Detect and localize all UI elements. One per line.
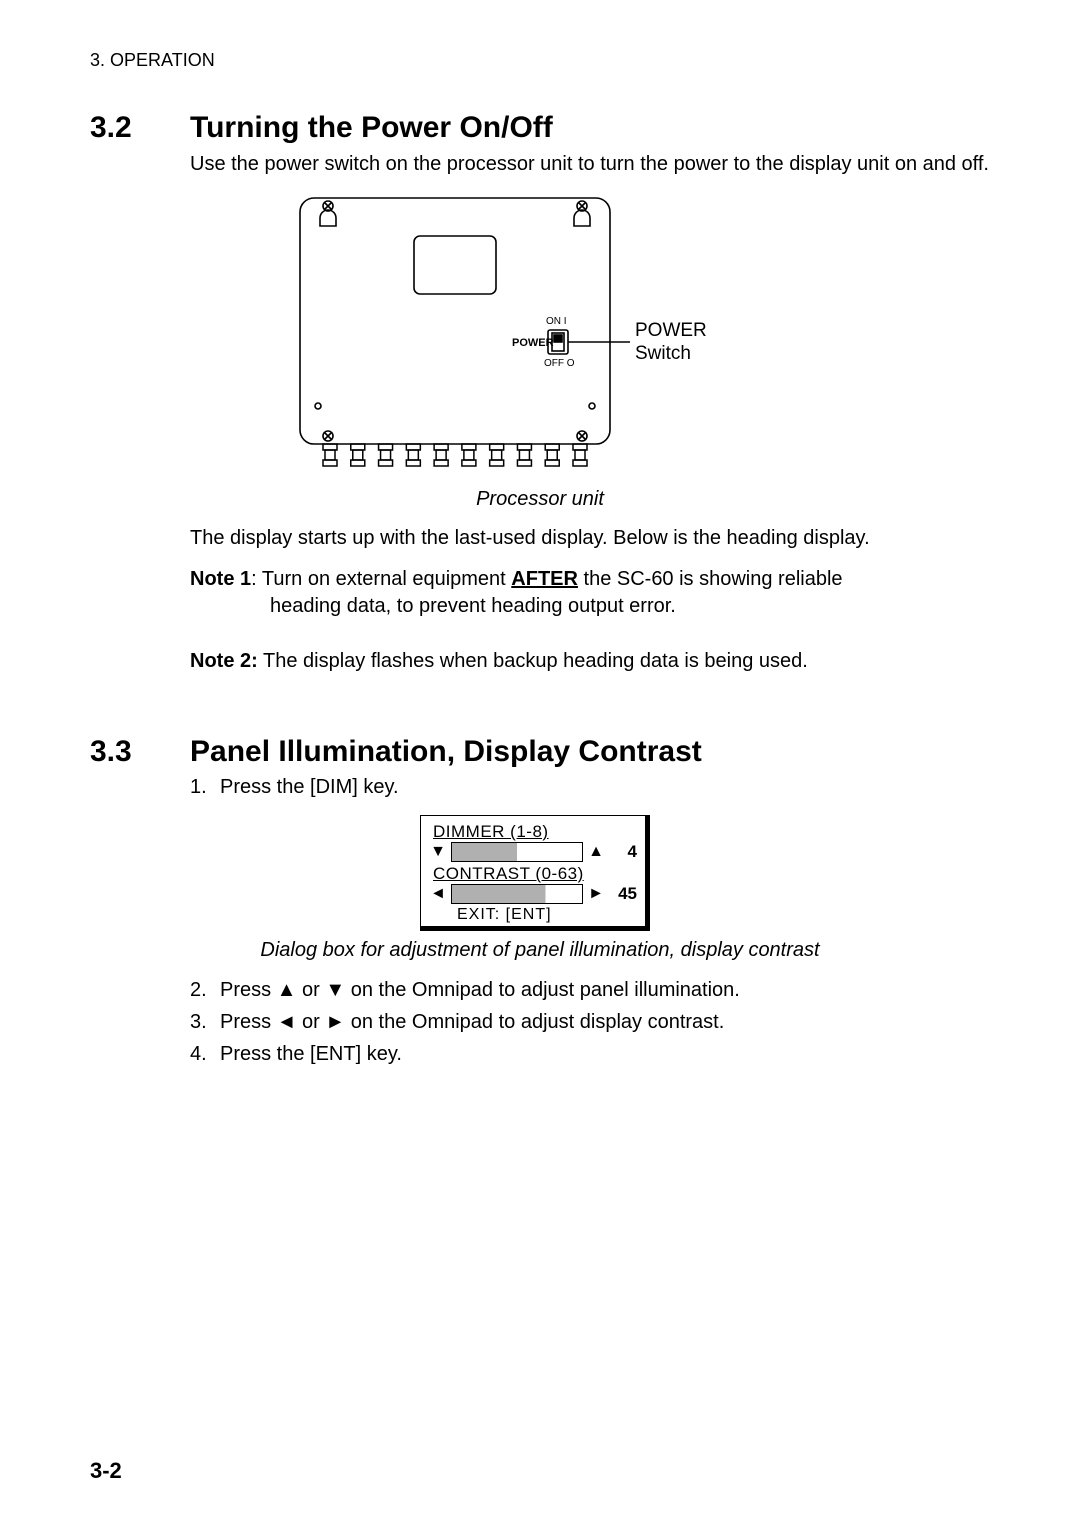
chapter-header: 3. OPERATION [90, 50, 990, 71]
dialog-figure: DIMMER (1-8) ▼ ▲ 4 CONTRAST (0-63) ◄ ► 4… [420, 815, 660, 931]
note-1-line2: heading data, to prevent heading output … [270, 593, 990, 620]
step-num: 3. [190, 1008, 220, 1036]
step-1: 1. Press the [DIM] key. [190, 773, 990, 801]
contrast-value: 45 [609, 884, 637, 904]
processor-unit-caption: Processor unit [90, 488, 990, 511]
contrast-label: CONTRAST (0-63) [433, 864, 637, 884]
right-arrow-icon: ► [587, 885, 605, 903]
down-arrow-icon: ▼ [429, 843, 447, 861]
switch-on-label: ON I [546, 316, 567, 327]
note-1-text-a: : Turn on external equipment [251, 568, 511, 590]
section-title: Turning the Power On/Off [190, 111, 553, 145]
step-text: Press ▲ or ▼ on the Omnipad to adjust pa… [220, 976, 740, 1004]
note-1-label: Note 1 [190, 568, 251, 590]
step-2: 2. Press ▲ or ▼ on the Omnipad to adjust… [190, 976, 990, 1004]
dimmer-row: ▼ ▲ 4 [429, 842, 637, 862]
section-3-2-intro: Use the power switch on the processor un… [190, 151, 990, 178]
note-2: Note 2: The display flashes when backup … [190, 648, 990, 675]
note-2-text: The display flashes when backup heading … [258, 650, 808, 672]
section-3-2-heading: 3.2 Turning the Power On/Off [90, 111, 990, 145]
dimmer-value: 4 [609, 842, 637, 862]
section-num: 3.3 [90, 735, 190, 769]
step-num: 1. [190, 773, 220, 801]
note-1: Note 1: Turn on external equipment AFTER… [190, 566, 990, 593]
power-switch-callout: POWER Switch [635, 320, 707, 366]
exit-label: EXIT: [ENT] [457, 906, 637, 924]
step-text: Press ◄ or ► on the Omnipad to adjust di… [220, 1008, 724, 1036]
step-4: 4. Press the [ENT] key. [190, 1040, 990, 1068]
page-number: 3-2 [90, 1458, 122, 1484]
dimmer-bar [451, 842, 583, 862]
note-2-label: Note 2: [190, 650, 258, 672]
processor-unit-svg: ON I OFF O POWER [290, 192, 790, 482]
step-num: 2. [190, 976, 220, 1004]
step-num: 4. [190, 1040, 220, 1068]
note-1-after-word: AFTER [511, 568, 578, 590]
step-text: Press the [ENT] key. [220, 1040, 402, 1068]
up-arrow-icon: ▲ [587, 843, 605, 861]
step-text: Press the [DIM] key. [220, 773, 399, 801]
dimmer-label: DIMMER (1-8) [433, 822, 637, 842]
section-title: Panel Illumination, Display Contrast [190, 735, 702, 769]
switch-off-label: OFF O [544, 358, 575, 369]
power-switch-label-l1: POWER [635, 320, 707, 341]
switch-power-label: POWER [512, 337, 554, 349]
power-switch-label-l2: Switch [635, 343, 691, 364]
processor-unit-figure: ON I OFF O POWER POWER Switch [290, 192, 790, 482]
dialog-box: DIMMER (1-8) ▼ ▲ 4 CONTRAST (0-63) ◄ ► 4… [420, 815, 650, 931]
section-3-3-heading: 3.3 Panel Illumination, Display Contrast [90, 735, 990, 769]
note-1-text-b: the SC-60 is showing reliable [578, 568, 843, 590]
section-3-2-after-fig: The display starts up with the last-used… [190, 525, 990, 552]
left-arrow-icon: ◄ [429, 885, 447, 903]
dialog-caption: Dialog box for adjustment of panel illum… [90, 939, 990, 962]
contrast-bar [451, 884, 583, 904]
section-num: 3.2 [90, 111, 190, 145]
contrast-row: ◄ ► 45 [429, 884, 637, 904]
step-3: 3. Press ◄ or ► on the Omnipad to adjust… [190, 1008, 990, 1036]
